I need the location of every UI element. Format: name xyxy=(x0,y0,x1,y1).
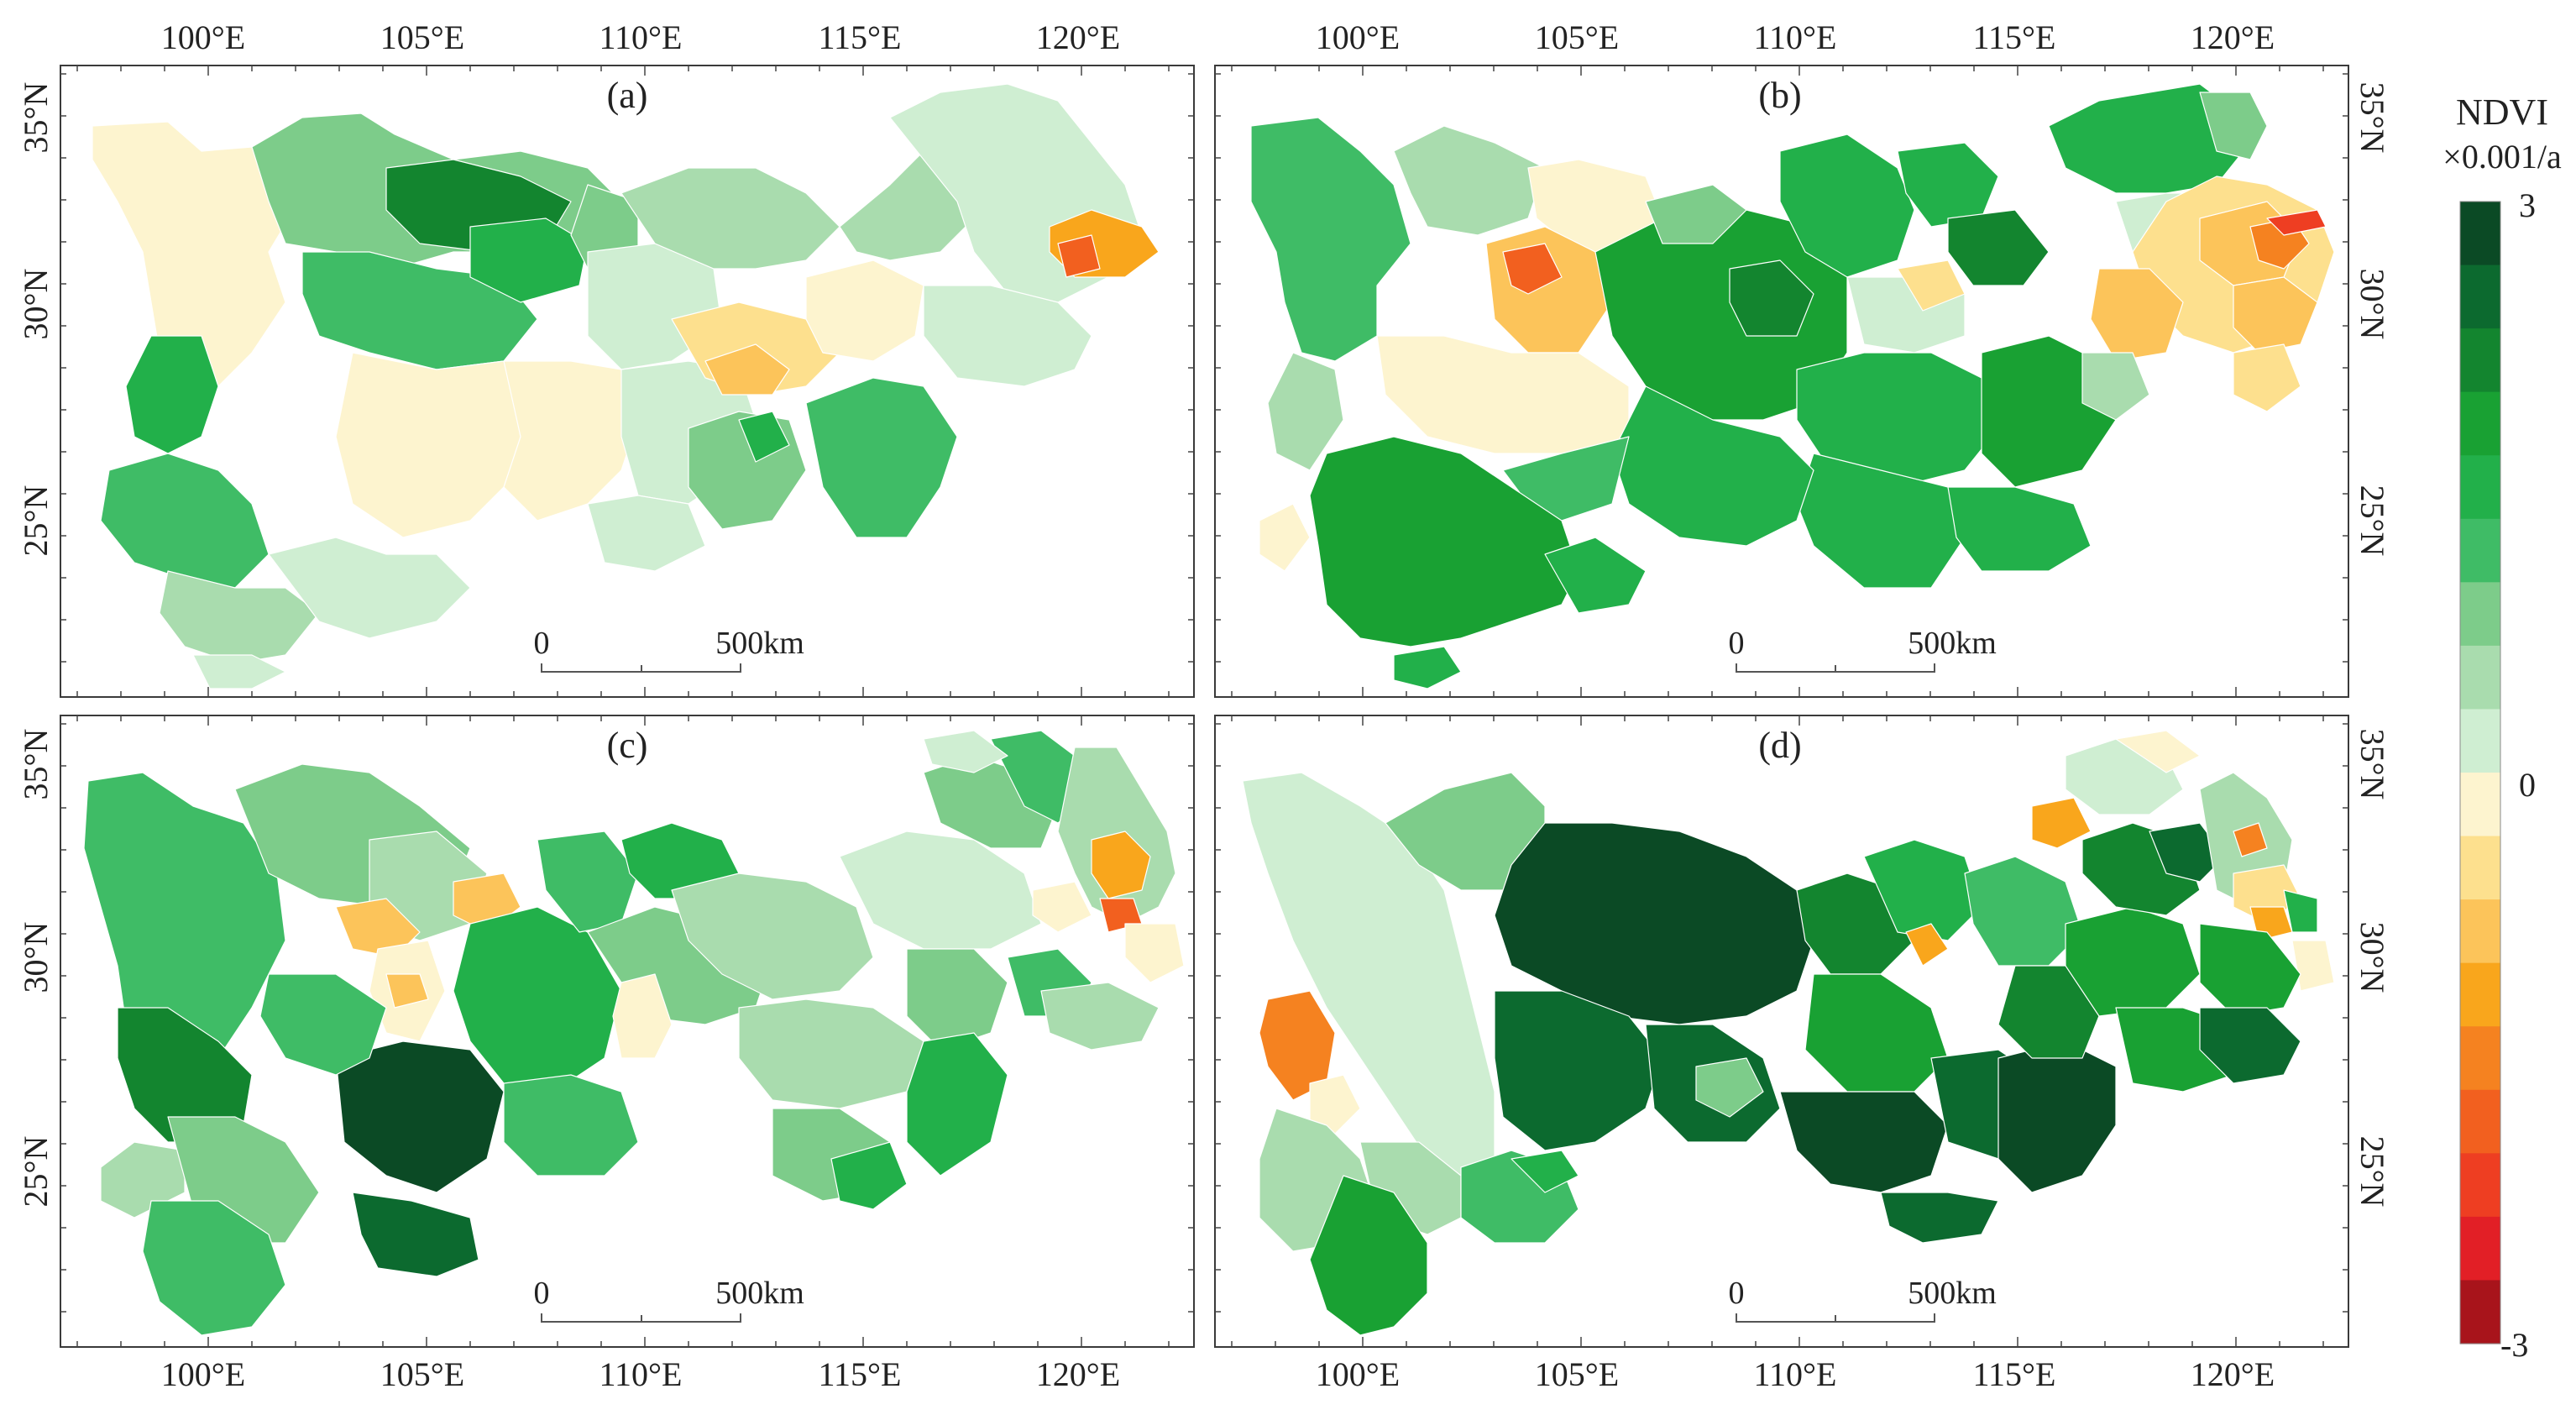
legend-color-step xyxy=(2460,582,2500,647)
panel-a: (a) 0 500km xyxy=(60,65,1195,698)
lon-label: 105°E xyxy=(380,18,464,56)
lon-label: 120°E xyxy=(1036,18,1120,56)
lon-label: 120°E xyxy=(2191,1355,2275,1393)
lat-label: 25°N xyxy=(17,1136,55,1208)
lat-label: 30°N xyxy=(2353,269,2391,340)
lon-label: 115°E xyxy=(1973,18,2056,56)
legend-color-step xyxy=(2460,391,2500,456)
lon-label: 100°E xyxy=(161,1355,245,1393)
lat-label: 35°N xyxy=(2353,729,2391,800)
lat-label: 30°N xyxy=(17,922,55,993)
legend-color-step xyxy=(2460,899,2500,964)
lon-label: 100°E xyxy=(1316,1355,1400,1393)
lon-label: 110°E xyxy=(599,1355,683,1393)
legend-color-step xyxy=(2460,1216,2500,1281)
legend-max-label: 3 xyxy=(2519,186,2536,224)
lon-label: 105°E xyxy=(1535,1355,1619,1393)
legend-color-step xyxy=(2460,202,2500,266)
scale-bar-start: 0 xyxy=(1729,626,1745,661)
legend-color-step xyxy=(2460,1026,2500,1091)
lat-label: 25°N xyxy=(2353,485,2391,557)
panel-label: (a) xyxy=(607,75,648,116)
legend-color-step xyxy=(2460,1153,2500,1218)
legend-color-step xyxy=(2460,265,2500,329)
legend-zero-label: 0 xyxy=(2519,766,2536,804)
lat-label: 35°N xyxy=(17,82,55,154)
scale-bar-start: 0 xyxy=(1729,1276,1745,1311)
top-lon-labels: 100°E 105°E 110°E 115°E 120°E 100°E 105°… xyxy=(161,18,2275,56)
panel-d: (d) 0 500km xyxy=(1214,715,2349,1348)
legend-min-label: -3 xyxy=(2500,1326,2528,1364)
lat-label: 30°N xyxy=(17,269,55,340)
legend-color-step xyxy=(2460,328,2500,393)
panel-label: (b) xyxy=(1758,75,1801,116)
lat-label: 25°N xyxy=(17,485,55,557)
scale-bar-end: 500km xyxy=(1908,626,1997,661)
panel-c: (c) 0 500km xyxy=(60,715,1195,1348)
lon-label: 100°E xyxy=(1316,18,1400,56)
scale-bar-start: 0 xyxy=(534,1276,550,1311)
legend-color-step xyxy=(2460,709,2500,773)
lat-label: 30°N xyxy=(2353,922,2391,993)
lon-label: 120°E xyxy=(2191,18,2275,56)
legend-color-step xyxy=(2460,773,2500,837)
panel-label: (d) xyxy=(1758,725,1801,766)
legend-color-step xyxy=(2460,455,2500,520)
bottom-lon-labels: 100°E 105°E 110°E 115°E 120°E 100°E 105°… xyxy=(161,1355,2275,1393)
panel-label: (c) xyxy=(607,725,648,766)
legend-unit: ×0.001/a xyxy=(2442,138,2562,176)
scale-bar: 0 500km xyxy=(1729,626,1997,673)
lon-label: 110°E xyxy=(1754,18,1837,56)
legend-color-step xyxy=(2460,1089,2500,1154)
scale-bar-end: 500km xyxy=(715,626,804,661)
lat-label: 35°N xyxy=(2353,82,2391,154)
lon-label: 105°E xyxy=(1535,18,1619,56)
legend-title: NDVI xyxy=(2456,92,2548,133)
legend-color-step xyxy=(2460,962,2500,1027)
lon-label: 120°E xyxy=(1036,1355,1120,1393)
legend: NDVI ×0.001/a 3 0 -3 xyxy=(2442,92,2562,1364)
lon-label: 110°E xyxy=(599,18,683,56)
scale-bar-end: 500km xyxy=(715,1276,804,1311)
legend-color-step xyxy=(2460,836,2500,900)
lon-label: 115°E xyxy=(819,18,902,56)
legend-colorbar xyxy=(2459,201,2501,1344)
scale-bar: 0 500km xyxy=(534,626,804,673)
lon-label: 105°E xyxy=(380,1355,464,1393)
legend-color-step xyxy=(2460,518,2500,583)
scale-bar: 0 500km xyxy=(1729,1276,1997,1323)
legend-color-step xyxy=(2460,1280,2500,1344)
panel-b-map xyxy=(1250,83,2335,689)
panel-c-map xyxy=(83,730,1185,1336)
axis-ticks xyxy=(60,66,2348,1347)
legend-colorbar-outline xyxy=(2459,201,2501,1344)
lon-label: 115°E xyxy=(1973,1355,2056,1393)
panel-d-map xyxy=(1242,730,2335,1336)
right-lat-labels: 35°N 30°N 25°N 35°N 30°N 25°N xyxy=(2353,82,2391,1208)
scale-bar-start: 0 xyxy=(534,626,550,661)
lon-label: 100°E xyxy=(161,18,245,56)
scale-bar-end: 500km xyxy=(1908,1276,1997,1311)
lat-label: 25°N xyxy=(2353,1136,2391,1208)
lon-label: 115°E xyxy=(819,1355,902,1393)
panel-b: (b) 0 500km xyxy=(1214,65,2349,698)
scale-bar: 0 500km xyxy=(534,1276,804,1323)
panel-a-map xyxy=(92,83,1160,689)
lon-label: 110°E xyxy=(1754,1355,1837,1393)
lat-label: 35°N xyxy=(17,729,55,800)
left-lat-labels: 35°N 30°N 25°N 35°N 30°N 25°N xyxy=(17,82,55,1208)
legend-color-step xyxy=(2460,645,2500,710)
